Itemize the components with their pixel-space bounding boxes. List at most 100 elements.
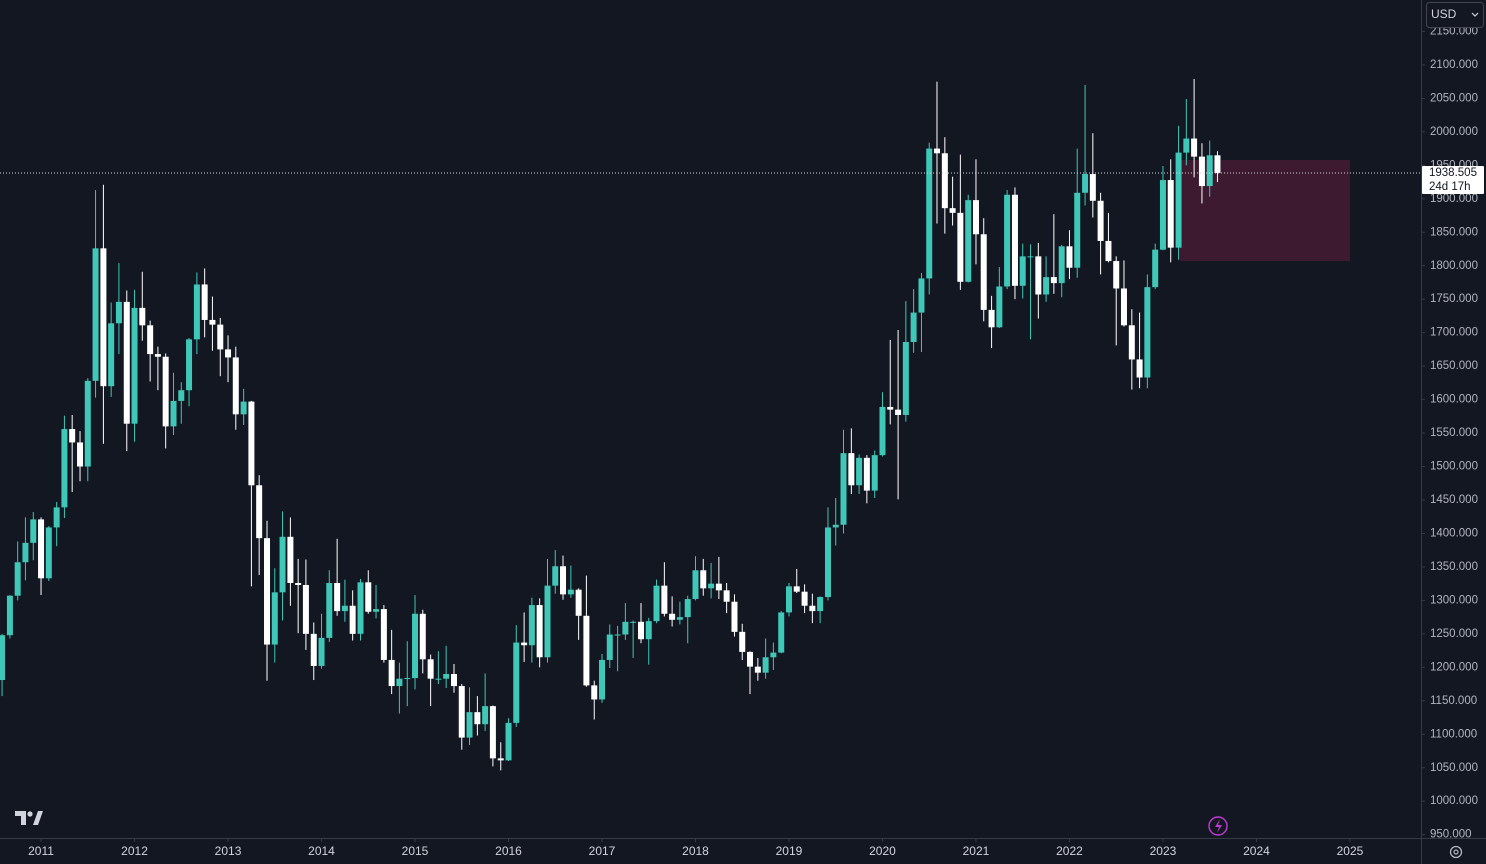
candle-body (186, 339, 193, 391)
y-tick-label: 1900.000 (1430, 193, 1478, 205)
candle-body (957, 212, 964, 282)
candle-body (840, 453, 847, 525)
candle-body (1206, 155, 1213, 187)
candle-body (996, 286, 1003, 328)
x-tick-label: 2019 (776, 844, 803, 858)
candle-body (1011, 194, 1018, 286)
candle-body (552, 566, 559, 586)
candle-body (1089, 174, 1096, 201)
candle-body (38, 519, 45, 579)
candle-body (489, 706, 496, 759)
y-tick-label: 950.000 (1430, 829, 1472, 841)
candle-body (458, 686, 465, 738)
candle-body (715, 583, 722, 591)
candle-body (334, 582, 341, 612)
candle-body (162, 356, 169, 427)
y-tick-label: 1800.000 (1430, 260, 1478, 272)
candle-body (69, 429, 76, 443)
candle-body (560, 566, 567, 595)
x-tick-label: 2017 (589, 844, 616, 858)
y-tick-label: 1550.000 (1430, 427, 1478, 439)
candle-body (879, 406, 886, 456)
candle-body (482, 706, 489, 725)
zone (1179, 159, 1350, 262)
y-tick-label: 1450.000 (1430, 494, 1478, 506)
candle-body (1097, 200, 1104, 241)
candle-body (832, 524, 839, 528)
candle-body (661, 585, 668, 614)
candle-body (1074, 192, 1081, 268)
candle-body (1027, 256, 1034, 258)
y-tick-label: 1150.000 (1430, 695, 1477, 707)
gear[interactable] (1449, 845, 1463, 859)
candle-body (419, 613, 426, 660)
candle-body (1159, 180, 1166, 250)
settings-icon[interactable] (1449, 845, 1463, 859)
lightning-icon[interactable] (1208, 816, 1228, 836)
candle-body (754, 666, 761, 673)
candle-body (264, 538, 271, 645)
candle-body (895, 409, 902, 415)
candle-body (310, 633, 317, 666)
candle-body (1066, 246, 1073, 268)
candle-body (575, 589, 582, 616)
candle-body (965, 200, 972, 282)
y-tick-label: 1400.000 (1430, 527, 1478, 539)
candle-body (902, 342, 909, 415)
x-tick-label: 2012 (121, 844, 148, 858)
candle-body (630, 621, 637, 623)
candle-body (863, 457, 870, 491)
x-tick-label: 2011 (28, 844, 54, 858)
currency-label[interactable]: USD (1431, 7, 1457, 21)
candle-body (933, 148, 940, 154)
candle-body (692, 570, 699, 600)
candle-body (170, 400, 177, 427)
candle-body (318, 637, 325, 666)
y-tick-label: 2100.000 (1430, 59, 1478, 71)
candle-body (1144, 287, 1151, 378)
icon-ring[interactable] (1208, 816, 1228, 836)
chevron[interactable] (1471, 12, 1479, 17)
currency-selector[interactable]: USD (1426, 2, 1484, 28)
candle-body (988, 309, 995, 328)
candle-body (723, 590, 730, 602)
y-tick-label: 1650.000 (1430, 360, 1478, 372)
y-tick-label: 2050.000 (1430, 92, 1478, 104)
candle-body (349, 605, 356, 634)
x-tick-label: 2022 (1056, 844, 1083, 858)
y-tick-label: 1250.000 (1430, 628, 1478, 640)
candle-body (365, 582, 372, 612)
gear-hub[interactable] (1453, 849, 1459, 855)
candle-body (1120, 288, 1127, 326)
candle-body (178, 390, 185, 401)
candle-body (225, 349, 232, 358)
y-tick-label: 1050.000 (1430, 762, 1478, 774)
candle-body (544, 585, 551, 658)
candle-body (22, 542, 29, 563)
candle-body (0, 635, 6, 681)
candle-body (949, 208, 956, 213)
price-label: 1938.505 (1429, 167, 1477, 179)
candle-body (232, 357, 239, 415)
candle-body (809, 605, 816, 612)
candle-body (373, 609, 380, 612)
candle-body (1105, 240, 1112, 262)
y-tick-label: 1000.000 (1430, 795, 1478, 807)
candle-body (154, 354, 161, 357)
candle-body (521, 642, 528, 646)
candle-body (380, 609, 387, 660)
candle-body (30, 519, 37, 543)
candle-body (536, 605, 543, 658)
icon-bolt[interactable] (1215, 819, 1222, 833)
candle-body (287, 536, 294, 583)
candle-body (653, 585, 660, 622)
candle-body (217, 324, 224, 350)
candle-body (147, 325, 154, 355)
candle-body (505, 722, 512, 761)
candle-body (341, 605, 348, 612)
currency-box[interactable] (1426, 2, 1484, 28)
candle-body (84, 380, 91, 467)
candle-body (606, 634, 613, 660)
candle-body (302, 584, 309, 634)
candle-body (412, 613, 419, 679)
